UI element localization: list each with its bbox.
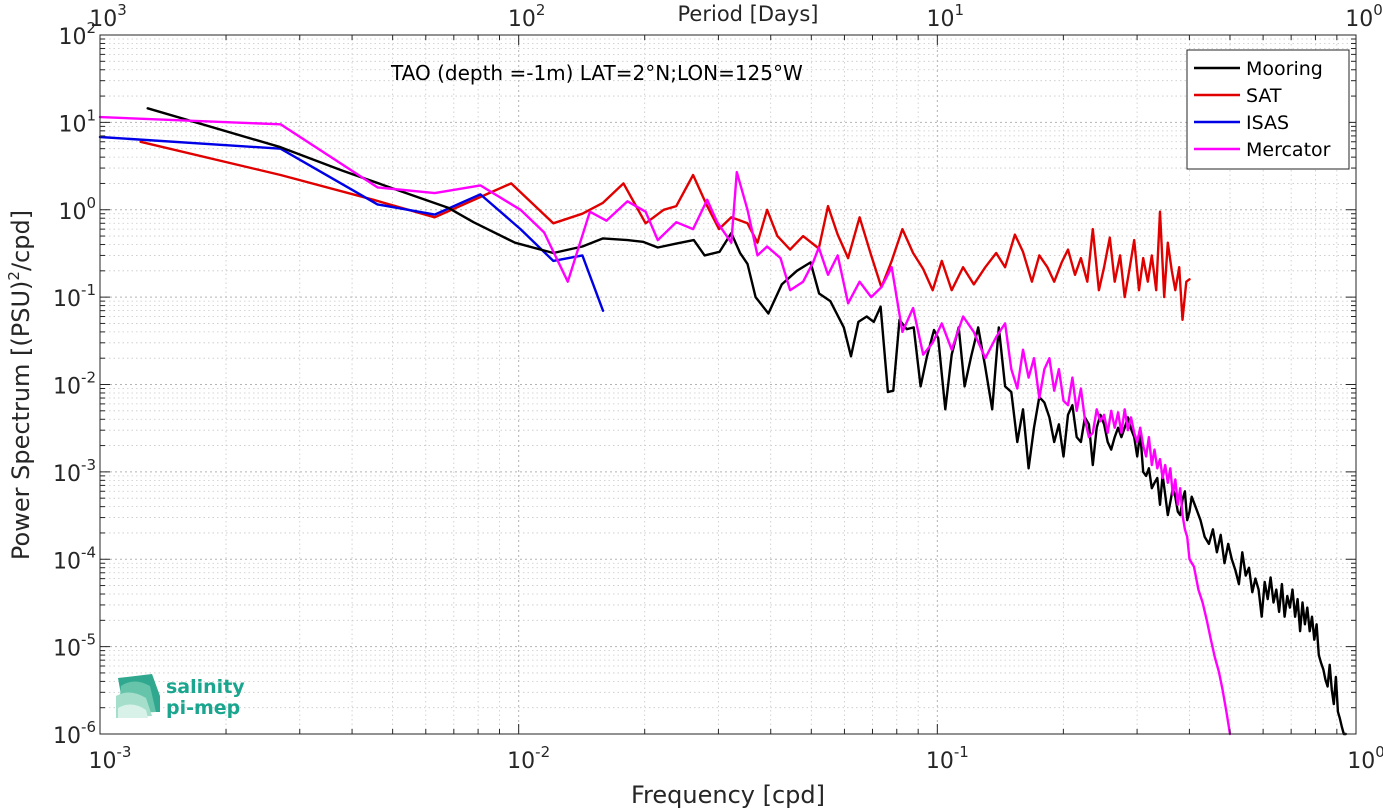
x-tick-label-base: 10 bbox=[89, 749, 117, 774]
top-tick-label-exp: 1 bbox=[955, 1, 965, 19]
y-tick-label-base: 10 bbox=[53, 375, 81, 400]
y-tick-label-base: 10 bbox=[53, 637, 81, 662]
legend: Mooring SAT ISAS Mercator bbox=[1186, 49, 1350, 170]
y-tick-label-exp: -1 bbox=[81, 281, 96, 299]
top-tick-labels: 103 102 101 100 bbox=[89, 1, 1383, 32]
top-tick-label: 100 bbox=[1345, 1, 1383, 32]
y-tick-label: 101 bbox=[58, 106, 96, 137]
y-tick-label: 10-3 bbox=[53, 456, 96, 487]
legend-label-mooring: Mooring bbox=[1246, 58, 1323, 80]
y-tick-label-base: 10 bbox=[58, 25, 86, 50]
y-tick-label: 100 bbox=[58, 194, 96, 225]
x-tick-label-base: 10 bbox=[507, 749, 535, 774]
y-tick-label-exp: 0 bbox=[86, 194, 96, 212]
y-tick-label-exp: -6 bbox=[81, 718, 96, 736]
logo-text-line2: pi-mep bbox=[166, 697, 240, 719]
y-tick-label-base: 10 bbox=[58, 200, 86, 225]
top-tick-label-exp: 0 bbox=[1373, 1, 1383, 19]
top-tick-label-base: 10 bbox=[508, 7, 536, 32]
y-tick-label-exp: -4 bbox=[81, 543, 96, 561]
chart-annotation: TAO (depth =-1m) LAT=2°N;LON=125°W bbox=[390, 61, 803, 85]
y-tick-label-exp: -5 bbox=[81, 631, 96, 649]
y-tick-label: 10-6 bbox=[53, 718, 96, 749]
x-axis-label: Frequency [cpd] bbox=[631, 781, 825, 809]
y-tick-label-exp: 2 bbox=[86, 19, 96, 37]
y-axis-label-suffix: /cpd] bbox=[7, 210, 35, 271]
plot-area bbox=[100, 35, 1356, 734]
y-tick-label: 10-2 bbox=[53, 369, 96, 400]
logo-text-line1: salinity bbox=[166, 676, 245, 698]
salinity-pi-mep-logo: salinity pi-mep bbox=[116, 674, 245, 719]
series-layer bbox=[98, 107, 1348, 736]
x-tick-label: 10-2 bbox=[507, 743, 550, 774]
top-tick-label: 102 bbox=[508, 1, 546, 32]
x-tick-label-exp: -2 bbox=[535, 743, 550, 761]
x-tick-label-exp: -3 bbox=[117, 743, 132, 761]
y-tick-label-base: 10 bbox=[53, 287, 81, 312]
y-tick-label: 10-5 bbox=[53, 631, 96, 662]
series-line-isas bbox=[98, 135, 605, 312]
x-tick-label: 10-1 bbox=[926, 743, 969, 774]
y-tick-label: 10-4 bbox=[53, 543, 96, 574]
y-tick-label: 10-1 bbox=[53, 281, 96, 312]
y-tick-label: 102 bbox=[58, 19, 96, 50]
top-tick-label-base: 10 bbox=[927, 7, 955, 32]
x-tick-label: 10-3 bbox=[89, 743, 132, 774]
top-axis-label: Period [Days] bbox=[678, 2, 819, 26]
x-tick-label-exp: -1 bbox=[954, 743, 969, 761]
series-line-mercator bbox=[98, 115, 1232, 736]
x-tick-label-exp: 0 bbox=[1375, 743, 1383, 761]
tick-marks bbox=[99, 34, 1357, 735]
y-tick-label-base: 10 bbox=[53, 462, 81, 487]
y-axis-label-prefix: Power Spectrum [(PSU) bbox=[7, 281, 35, 560]
legend-label-sat: SAT bbox=[1246, 85, 1282, 107]
y-tick-label-base: 10 bbox=[53, 724, 81, 749]
y-tick-label-exp: -2 bbox=[81, 369, 96, 387]
top-tick-label-base: 10 bbox=[89, 7, 117, 32]
x-tick-labels: 10-3 10-2 10-1 100 bbox=[89, 743, 1383, 774]
y-tick-label-exp: -3 bbox=[81, 456, 96, 474]
legend-label-isas: ISAS bbox=[1246, 112, 1289, 134]
top-tick-label-exp: 2 bbox=[536, 1, 546, 19]
top-tick-label-exp: 3 bbox=[117, 1, 127, 19]
y-tick-label-exp: 1 bbox=[86, 106, 96, 124]
y-axis-label: Power Spectrum [(PSU)2/cpd] bbox=[5, 210, 35, 560]
top-tick-label: 103 bbox=[89, 1, 127, 32]
x-tick-label-base: 10 bbox=[926, 749, 954, 774]
y-axis-label-sup: 2 bbox=[5, 271, 23, 281]
x-tick-label-base: 10 bbox=[1347, 749, 1375, 774]
legend-label-mercator: Mercator bbox=[1246, 139, 1331, 161]
logo-mark-icon bbox=[116, 674, 160, 718]
top-tick-label-base: 10 bbox=[1345, 7, 1373, 32]
x-tick-label: 100 bbox=[1347, 743, 1383, 774]
series-line-sat bbox=[139, 140, 1191, 321]
y-tick-label-base: 10 bbox=[58, 112, 86, 137]
y-tick-label-base: 10 bbox=[53, 549, 81, 574]
top-tick-label: 101 bbox=[927, 1, 965, 32]
